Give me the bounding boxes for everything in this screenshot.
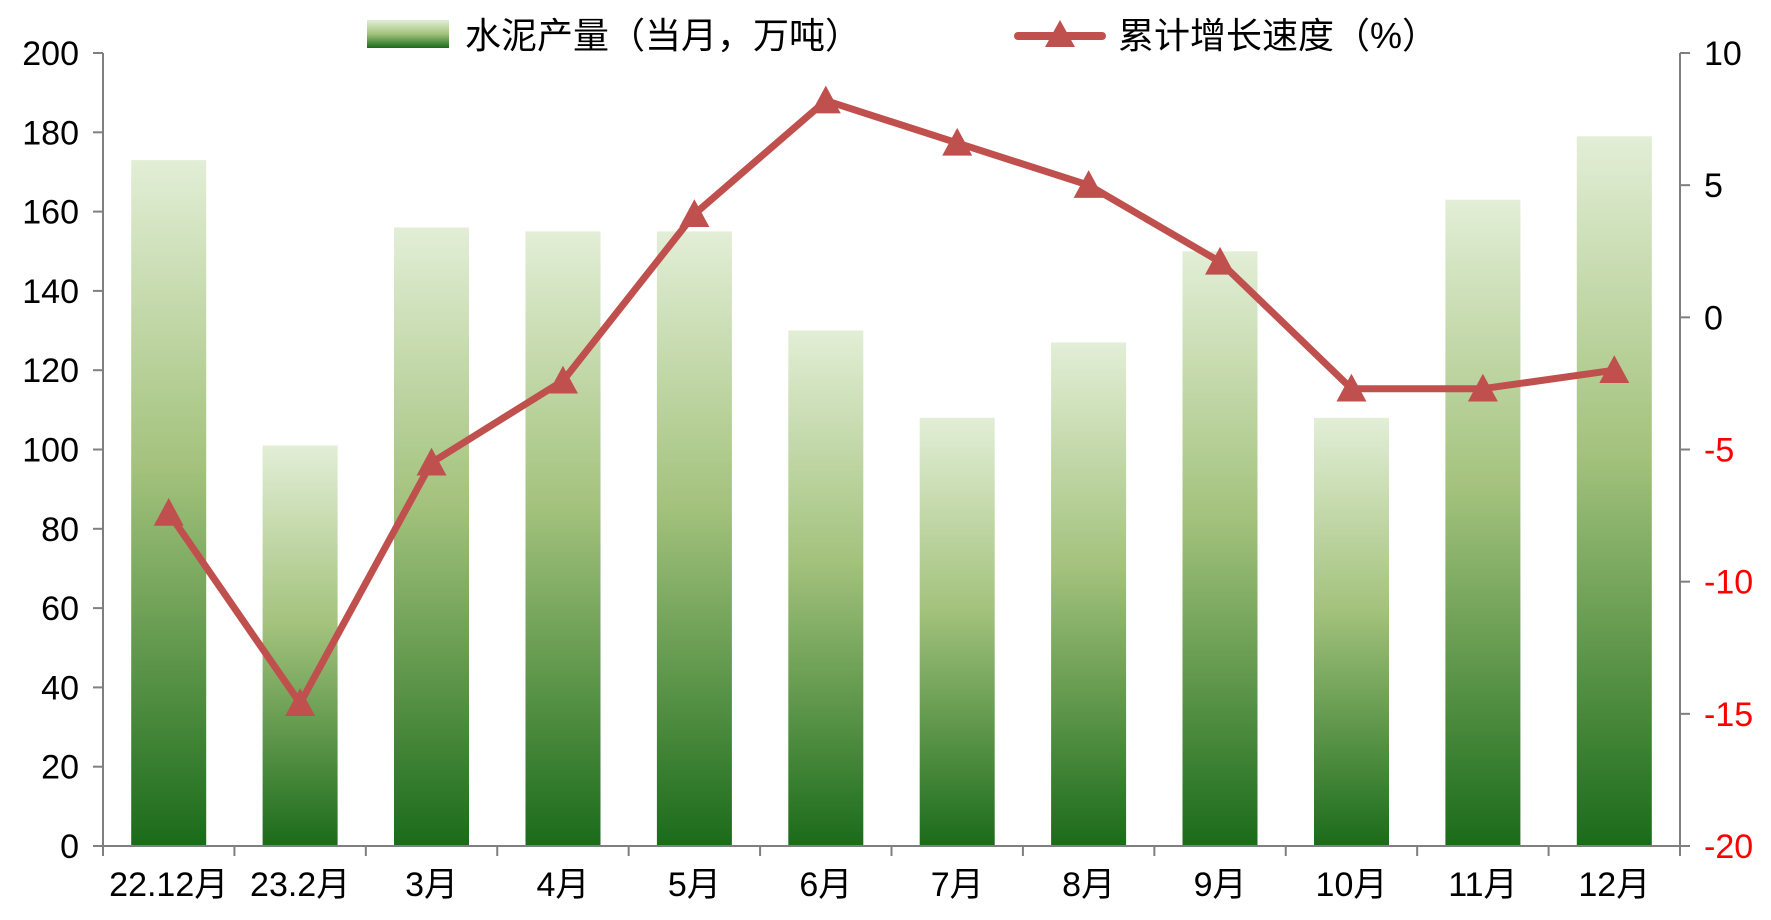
left-tick-label: 40 [41, 669, 79, 707]
bar [1576, 136, 1652, 847]
growth-line [165, 97, 1618, 707]
line-series [153, 85, 1630, 717]
legend-bar-swatch [367, 20, 449, 48]
x-tick-label: 11月 [1448, 866, 1517, 904]
right-tick-label: 10 [1704, 35, 1742, 73]
x-axis-ticks: 22.12月 23.2月 3月 4月 5月 6月 7月 8月 9月 10月 11月 12月 [102, 846, 1681, 904]
axes [102, 53, 1681, 847]
line-point-marker [679, 199, 710, 227]
legend-item-line: 累计增长速度（%） [1014, 15, 1438, 56]
right-tick-label: -15 [1704, 696, 1753, 734]
line-point-marker [1599, 355, 1630, 383]
x-tick-label: 22.12月 [109, 866, 228, 904]
legend-line-marker [1045, 20, 1075, 47]
left-tick-label: 80 [41, 511, 79, 549]
x-tick-label: 9月 [1194, 866, 1247, 904]
right-tick-label: 5 [1704, 167, 1723, 205]
line-point-marker [1073, 170, 1104, 198]
right-tick-label: -5 [1704, 432, 1734, 470]
x-tick-label: 4月 [536, 866, 589, 904]
line-point-marker [285, 688, 316, 717]
line-point-marker [942, 127, 973, 156]
right-tick-label: -20 [1704, 828, 1753, 866]
bar [525, 231, 601, 846]
left-tick-label: 120 [22, 352, 79, 390]
x-tick-label: 8月 [1062, 866, 1115, 904]
right-axis-ticks: -20 -15 -10 -5 0 5 10 [1680, 35, 1753, 866]
line-point-marker [1467, 373, 1498, 402]
left-tick-label: 140 [22, 273, 79, 311]
x-tick-label: 12月 [1578, 866, 1650, 904]
left-tick-label: 0 [60, 828, 79, 866]
left-tick-label: 200 [22, 35, 79, 73]
line-point-marker [547, 365, 578, 394]
bar-series [131, 136, 1652, 847]
line-point-marker [153, 497, 184, 526]
left-tick-label: 60 [41, 590, 79, 628]
line-point-marker [810, 85, 841, 114]
x-tick-label: 6月 [799, 866, 852, 904]
legend-line-label: 累计增长速度（%） [1118, 15, 1438, 56]
left-tick-label: 180 [22, 114, 79, 152]
x-tick-label: 7月 [931, 866, 984, 904]
left-axis-ticks: 0 20 40 60 80 100 120 140 160 180 200 [22, 35, 103, 866]
right-tick-label: 0 [1704, 299, 1723, 337]
left-tick-label: 100 [22, 432, 79, 470]
bar [919, 417, 995, 846]
bar [394, 227, 469, 846]
left-tick-label: 20 [41, 749, 79, 787]
bar [656, 231, 732, 846]
x-tick-label: 3月 [405, 866, 458, 904]
legend: 水泥产量（当月，万吨） 累计增长速度（%） [367, 15, 1438, 56]
x-tick-label: 23.2月 [250, 866, 350, 904]
bar [1182, 251, 1258, 847]
line-point-marker [1205, 246, 1236, 275]
bar [1314, 417, 1389, 846]
x-tick-label: 5月 [668, 866, 721, 904]
line-point-marker [1336, 373, 1367, 402]
bar [1445, 199, 1521, 846]
bar [788, 330, 864, 846]
line-point-marker [416, 447, 447, 476]
x-tick-label: 10月 [1316, 866, 1388, 904]
legend-item-bars: 水泥产量（当月，万吨） [367, 15, 861, 56]
bar [1051, 342, 1127, 846]
bar [262, 445, 338, 846]
right-tick-label: -10 [1704, 564, 1753, 602]
legend-bar-label: 水泥产量（当月，万吨） [465, 15, 861, 56]
left-tick-label: 160 [22, 194, 79, 232]
